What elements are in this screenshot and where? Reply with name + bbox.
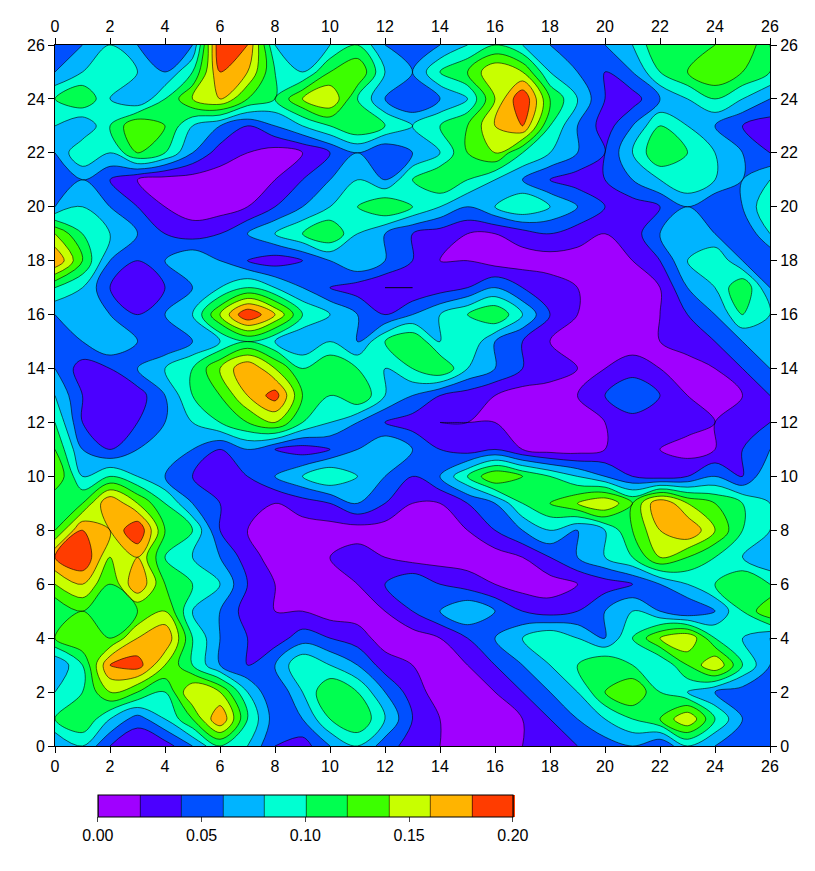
svg-text:20: 20 (596, 18, 614, 35)
svg-text:16: 16 (780, 306, 798, 323)
svg-text:16: 16 (486, 18, 504, 35)
svg-text:4: 4 (780, 630, 789, 647)
svg-text:4: 4 (36, 630, 45, 647)
svg-text:0.00: 0.00 (82, 827, 113, 844)
svg-text:12: 12 (376, 758, 394, 775)
svg-text:26: 26 (761, 758, 779, 775)
svg-text:20: 20 (596, 758, 614, 775)
svg-text:8: 8 (780, 522, 789, 539)
svg-text:2: 2 (106, 18, 115, 35)
svg-text:0.05: 0.05 (186, 827, 217, 844)
svg-text:4: 4 (161, 18, 170, 35)
svg-text:12: 12 (376, 18, 394, 35)
svg-text:0.10: 0.10 (290, 827, 321, 844)
svg-text:24: 24 (27, 91, 45, 108)
svg-text:0.20: 0.20 (497, 827, 528, 844)
svg-text:24: 24 (780, 91, 798, 108)
svg-text:14: 14 (780, 360, 798, 377)
svg-text:24: 24 (706, 758, 724, 775)
svg-text:0: 0 (36, 738, 45, 755)
svg-text:22: 22 (780, 144, 798, 161)
svg-text:6: 6 (216, 18, 225, 35)
svg-text:26: 26 (761, 18, 779, 35)
svg-text:8: 8 (36, 522, 45, 539)
svg-text:12: 12 (780, 414, 798, 431)
svg-text:20: 20 (780, 198, 798, 215)
svg-text:18: 18 (27, 252, 45, 269)
svg-text:22: 22 (27, 144, 45, 161)
svg-text:26: 26 (27, 37, 45, 54)
svg-text:10: 10 (780, 468, 798, 485)
svg-text:18: 18 (541, 18, 559, 35)
svg-text:20: 20 (27, 198, 45, 215)
svg-text:14: 14 (431, 758, 449, 775)
svg-text:0.15: 0.15 (394, 827, 425, 844)
svg-text:16: 16 (486, 758, 504, 775)
svg-text:10: 10 (27, 468, 45, 485)
svg-text:12: 12 (27, 414, 45, 431)
svg-text:26: 26 (780, 37, 798, 54)
svg-text:14: 14 (27, 360, 45, 377)
svg-text:6: 6 (780, 576, 789, 593)
svg-text:4: 4 (161, 758, 170, 775)
svg-text:2: 2 (36, 684, 45, 701)
svg-text:22: 22 (651, 758, 669, 775)
svg-text:10: 10 (321, 758, 339, 775)
svg-text:6: 6 (216, 758, 225, 775)
svg-text:16: 16 (27, 306, 45, 323)
svg-text:0: 0 (51, 758, 60, 775)
svg-text:22: 22 (651, 18, 669, 35)
svg-text:24: 24 (706, 18, 724, 35)
svg-text:8: 8 (271, 18, 280, 35)
svg-text:14: 14 (431, 18, 449, 35)
svg-text:18: 18 (780, 252, 798, 269)
svg-text:10: 10 (321, 18, 339, 35)
svg-text:6: 6 (36, 576, 45, 593)
svg-text:8: 8 (271, 758, 280, 775)
svg-text:18: 18 (541, 758, 559, 775)
svg-text:0: 0 (51, 18, 60, 35)
svg-text:2: 2 (106, 758, 115, 775)
svg-text:2: 2 (780, 684, 789, 701)
svg-text:0: 0 (780, 738, 789, 755)
